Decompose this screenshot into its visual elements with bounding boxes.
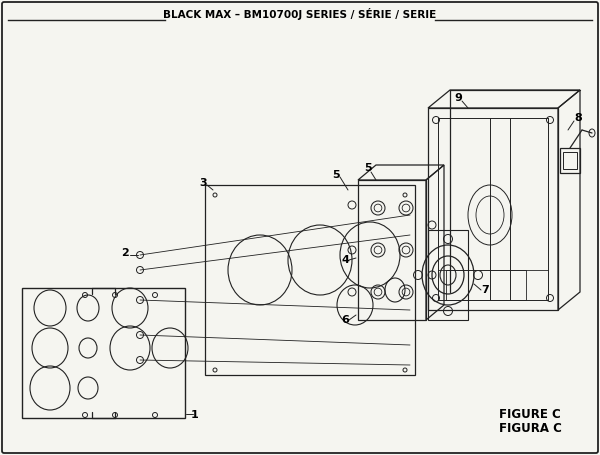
Text: 4: 4 [341,255,349,265]
Text: 3: 3 [199,178,207,188]
Bar [560,148,580,173]
Text: 2: 2 [121,248,129,258]
Text: 9: 9 [454,93,462,103]
Text: FIGURA C: FIGURA C [499,421,562,435]
Text: 7: 7 [481,285,489,295]
Text: 5: 5 [364,163,372,173]
Text: 8: 8 [574,113,582,123]
Text: BLACK MAX – BM10700J SERIES / SÉRIE / SERIE: BLACK MAX – BM10700J SERIES / SÉRIE / SE… [163,8,437,20]
Bar [446,270,526,300]
Text: FIGURE C: FIGURE C [499,409,561,421]
Text: 6: 6 [341,315,349,325]
Text: 1: 1 [191,410,199,420]
Text: 5: 5 [332,170,340,180]
Bar [563,152,577,169]
